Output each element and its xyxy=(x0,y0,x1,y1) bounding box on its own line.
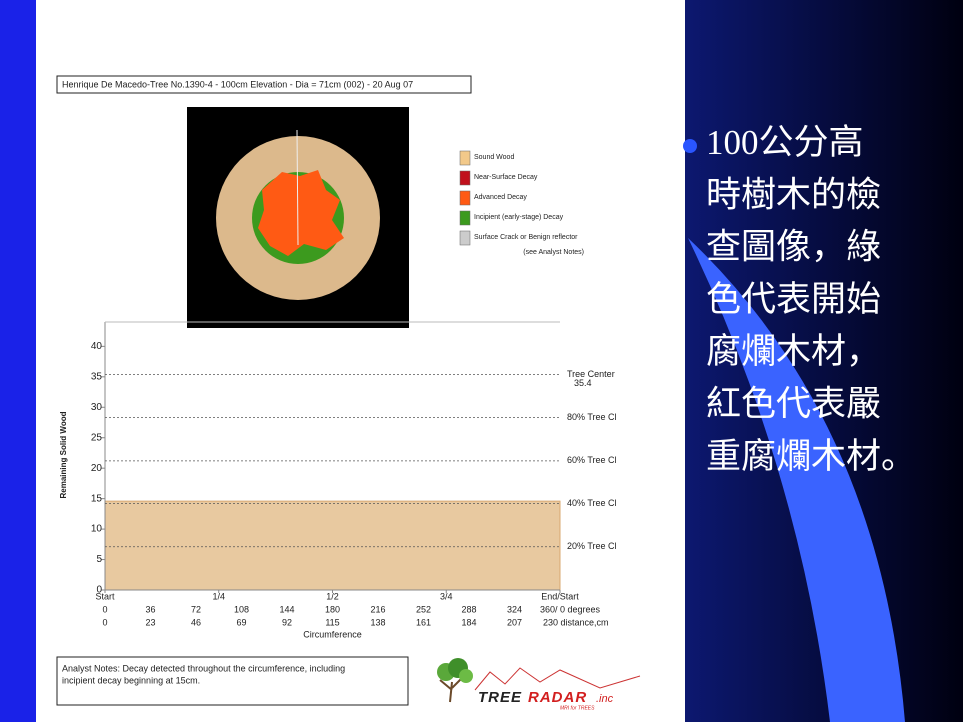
distance-label: 161 xyxy=(416,617,431,627)
y-tick-label: 15 xyxy=(91,493,103,504)
distance-label: 138 xyxy=(370,617,385,627)
reference-label: 40% Tree Cl xyxy=(567,498,617,508)
notes-box xyxy=(56,656,409,706)
reference-label: 20% Tree Cl xyxy=(567,541,617,551)
x-tick-label: 360/ 0 degrees xyxy=(540,604,601,614)
advanced-zone xyxy=(258,170,344,256)
bullet-text: 時樹木的檢 xyxy=(706,175,881,214)
distance-label: 69 xyxy=(236,617,246,627)
logo-tree: TREE xyxy=(478,689,522,706)
logo: TREE RADAR .inc MRI for TREES xyxy=(437,658,641,711)
y-tick-label: 35 xyxy=(91,371,103,382)
bullet-text: 重腐爛木材。 xyxy=(706,437,916,476)
legend-label: Incipient (early-stage) Decay xyxy=(474,214,564,221)
y-tick-label: 5 xyxy=(96,554,102,565)
title-box xyxy=(56,75,472,94)
reference-label: 60% Tree Cl xyxy=(567,455,617,465)
logo-suffix: .inc xyxy=(596,693,614,705)
quarter-label: 1/2 xyxy=(326,591,339,601)
y-tick-label: 10 xyxy=(91,524,103,535)
distance-label: 207 xyxy=(507,617,522,627)
legend-swatch xyxy=(459,190,471,206)
legend-swatch xyxy=(459,150,471,166)
x-tick-label: 36 xyxy=(145,604,155,614)
x-tick-label: 0 xyxy=(102,604,107,614)
area xyxy=(104,500,561,591)
x-tick-label: 108 xyxy=(234,604,249,614)
distance-label: 115 xyxy=(325,617,339,627)
x-tick-label: 180 xyxy=(325,604,340,614)
y-axis-label: Remaining Solid Wood xyxy=(59,411,68,498)
legend-label: Surface Crack or Benign reflector xyxy=(474,234,578,241)
quarter-label: Start xyxy=(95,591,115,601)
y-tick-label: 0 xyxy=(96,585,102,596)
legend-swatch xyxy=(459,210,471,226)
quarter-label: 3/4 xyxy=(440,591,453,601)
legend-swatch xyxy=(459,230,471,246)
legend-label: Near-Surface Decay xyxy=(474,174,538,181)
quarter-label: End/Start xyxy=(541,591,579,601)
x-tick-label: 144 xyxy=(279,604,294,614)
x-tick-label: 216 xyxy=(370,604,385,614)
analyst-notes: Analyst Notes: Decay detected throughout… xyxy=(62,663,345,673)
y-tick-label: 25 xyxy=(91,432,103,443)
reference-label: 80% Tree Cl xyxy=(567,412,617,422)
left-strip xyxy=(0,0,36,722)
bullet-text: 色代表開始 xyxy=(706,280,881,319)
bullet xyxy=(683,139,697,153)
x-tick-label: 324 xyxy=(507,604,522,614)
y-tick-label: 20 xyxy=(91,463,103,474)
x-tick-label: 288 xyxy=(461,604,476,614)
legend-label: Advanced Decay xyxy=(474,194,527,201)
sensor-line xyxy=(296,129,299,246)
distance-label: 230 distance,cm xyxy=(543,617,609,627)
y-tick-label: 30 xyxy=(91,402,103,413)
distance-label: 23 xyxy=(145,617,155,627)
analyst-notes: incipient decay beginning at 15cm. xyxy=(62,675,200,685)
logo-radar: RADAR xyxy=(528,689,587,706)
swoosh xyxy=(688,238,905,722)
logo-tagline: MRI for TREES xyxy=(560,705,595,711)
x-tick-label: 72 xyxy=(191,604,201,614)
legend-note: (see Analyst Notes) xyxy=(523,249,584,256)
y-tick-label: 40 xyxy=(91,341,103,352)
bullet-text: 紅色代表嚴 xyxy=(706,385,881,424)
logo-tree-leaves xyxy=(459,669,473,683)
quarter-label: 1/4 xyxy=(212,591,225,601)
reference-label: Tree Center xyxy=(567,369,615,379)
x-axis-label: Circumference xyxy=(303,629,362,639)
report-title: Henrique De Macedo-Tree No.1390-4 - 100c… xyxy=(62,79,413,89)
legend-label: Sound Wood xyxy=(474,154,514,161)
legend-swatch xyxy=(459,170,471,186)
logo-wave xyxy=(474,667,641,691)
x-tick-label: 252 xyxy=(416,604,431,614)
distance-label: 0 xyxy=(102,617,107,627)
distance-label: 92 xyxy=(282,617,292,627)
bullet-text: 腐爛木材， xyxy=(706,332,881,371)
reference-value: 35.4 xyxy=(574,378,592,388)
distance-label: 184 xyxy=(461,617,476,627)
bullet-text: 100公分高 xyxy=(706,123,864,162)
bullet-text: 查圖像，綠 xyxy=(706,228,881,267)
distance-label: 46 xyxy=(191,617,201,627)
